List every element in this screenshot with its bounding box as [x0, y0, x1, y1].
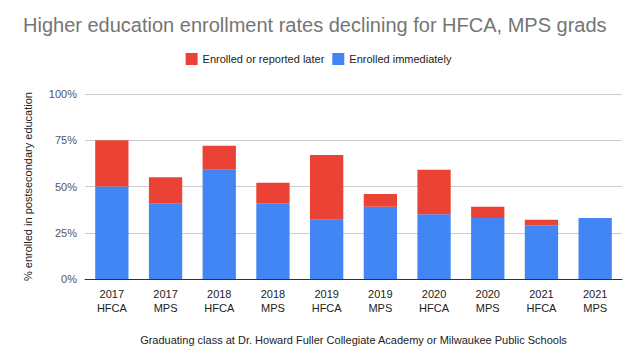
svg-text:HFCA: HFCA — [312, 302, 343, 314]
svg-text:MPS: MPS — [368, 302, 392, 314]
svg-text:HFCA: HFCA — [419, 302, 450, 314]
svg-text:Graduating class at Dr. Howard: Graduating class at Dr. Howard Fuller Co… — [140, 334, 567, 346]
svg-text:2020: 2020 — [422, 288, 446, 300]
svg-text:100%: 100% — [49, 88, 77, 100]
svg-text:2021: 2021 — [583, 288, 607, 300]
svg-text:2017: 2017 — [100, 288, 124, 300]
svg-text:75%: 75% — [55, 134, 77, 146]
svg-text:2017: 2017 — [153, 288, 177, 300]
svg-text:2021: 2021 — [529, 288, 553, 300]
svg-text:MPS: MPS — [583, 302, 607, 314]
svg-text:HFCA: HFCA — [526, 302, 557, 314]
svg-text:Higher education enrollment ra: Higher education enrollment rates declin… — [23, 14, 607, 36]
svg-text:2019: 2019 — [314, 288, 338, 300]
svg-text:MPS: MPS — [261, 302, 285, 314]
svg-text:0%: 0% — [61, 273, 77, 285]
svg-text:HFCA: HFCA — [97, 302, 128, 314]
svg-text:25%: 25% — [55, 227, 77, 239]
svg-text:2019: 2019 — [368, 288, 392, 300]
svg-text:2020: 2020 — [476, 288, 500, 300]
svg-text:Enrolled immediately: Enrolled immediately — [349, 53, 452, 65]
svg-text:MPS: MPS — [476, 302, 500, 314]
svg-text:Enrolled or reported later: Enrolled or reported later — [203, 53, 325, 65]
svg-text:2018: 2018 — [207, 288, 231, 300]
svg-text:HFCA: HFCA — [204, 302, 235, 314]
svg-text:MPS: MPS — [154, 302, 178, 314]
svg-text:% enrolled in postsecondary ed: % enrolled in postsecondary education — [22, 92, 34, 281]
svg-text:2018: 2018 — [261, 288, 285, 300]
svg-text:50%: 50% — [55, 181, 77, 193]
